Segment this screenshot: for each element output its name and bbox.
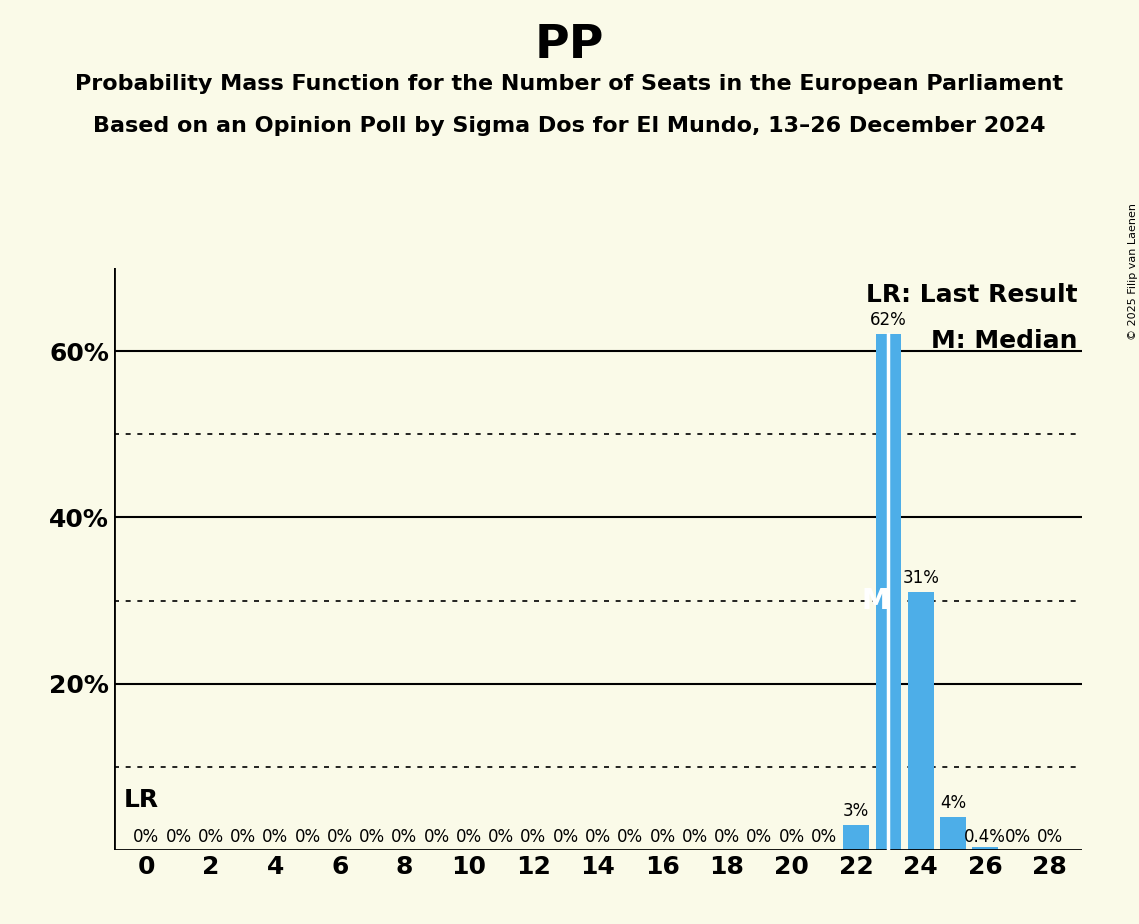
Text: Based on an Opinion Poll by Sigma Dos for El Mundo, 13–26 December 2024: Based on an Opinion Poll by Sigma Dos fo… — [93, 116, 1046, 136]
Text: 0%: 0% — [682, 828, 707, 846]
Text: 0%: 0% — [456, 828, 482, 846]
Bar — [973, 846, 998, 850]
Text: 62%: 62% — [870, 311, 907, 330]
Text: 0%: 0% — [585, 828, 611, 846]
Text: 0%: 0% — [779, 828, 804, 846]
Text: M: Median: M: Median — [931, 329, 1077, 353]
Text: Probability Mass Function for the Number of Seats in the European Parliament: Probability Mass Function for the Number… — [75, 74, 1064, 94]
Text: 0%: 0% — [295, 828, 320, 846]
Text: 0%: 0% — [521, 828, 547, 846]
Text: 0%: 0% — [617, 828, 644, 846]
Text: 0%: 0% — [811, 828, 837, 846]
Text: 0%: 0% — [489, 828, 514, 846]
Text: 3%: 3% — [843, 802, 869, 821]
Text: 0%: 0% — [424, 828, 450, 846]
Text: 0%: 0% — [133, 828, 159, 846]
Text: 0%: 0% — [746, 828, 772, 846]
Text: 0.4%: 0.4% — [965, 828, 1006, 846]
Text: 0%: 0% — [714, 828, 740, 846]
Text: 0%: 0% — [649, 828, 675, 846]
Text: © 2025 Filip van Laenen: © 2025 Filip van Laenen — [1129, 203, 1138, 340]
Text: 0%: 0% — [392, 828, 417, 846]
Text: M: M — [861, 587, 888, 614]
Text: 0%: 0% — [552, 828, 579, 846]
Text: 31%: 31% — [902, 569, 940, 588]
Text: LR: Last Result: LR: Last Result — [866, 283, 1077, 307]
Text: 0%: 0% — [230, 828, 256, 846]
Text: 0%: 0% — [1036, 828, 1063, 846]
Text: 0%: 0% — [262, 828, 288, 846]
Text: 4%: 4% — [940, 794, 966, 812]
Text: 0%: 0% — [1005, 828, 1031, 846]
Bar — [940, 817, 966, 850]
Bar — [876, 334, 901, 850]
Bar — [843, 825, 869, 850]
Text: 0%: 0% — [327, 828, 353, 846]
Text: LR: LR — [124, 788, 158, 812]
Bar — [908, 592, 934, 850]
Text: 0%: 0% — [165, 828, 191, 846]
Text: 0%: 0% — [198, 828, 223, 846]
Text: 0%: 0% — [359, 828, 385, 846]
Text: PP: PP — [534, 23, 605, 68]
